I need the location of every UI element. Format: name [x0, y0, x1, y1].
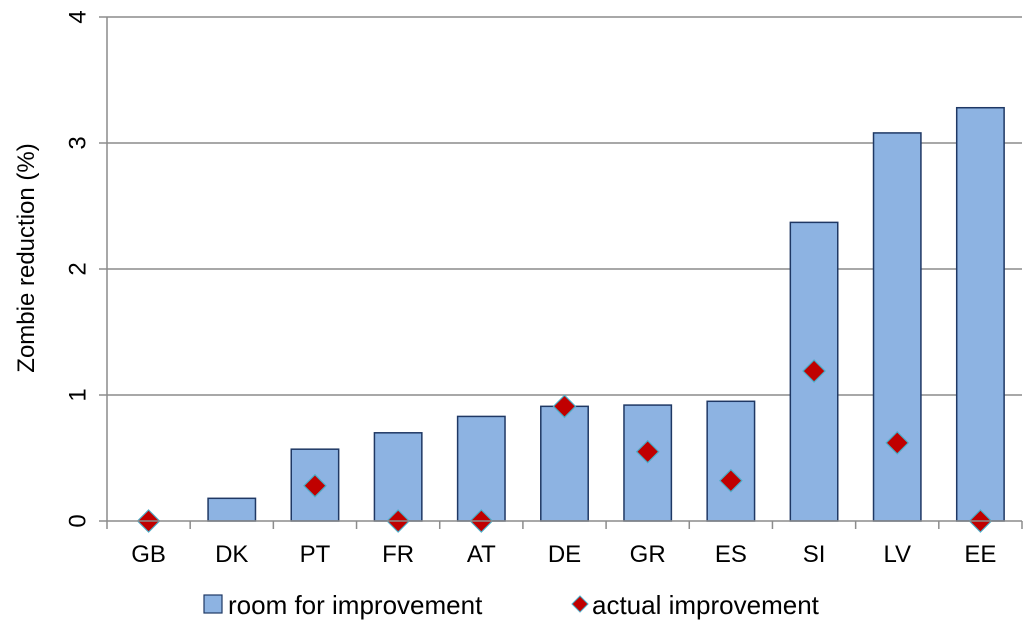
legend-label-room: room for improvement — [228, 590, 483, 620]
legend: room for improvement actual improvement — [203, 590, 820, 620]
bar-EE — [955, 106, 1005, 522]
bar-FR — [373, 432, 423, 522]
marker-SI — [802, 359, 826, 383]
y-tick-label: 4 — [65, 10, 92, 23]
marker-DE — [552, 394, 577, 419]
marker-LV — [885, 431, 910, 455]
x-tick-label-AT: AT — [467, 541, 496, 568]
y-tick-label: 0 — [65, 514, 92, 527]
marker-ES — [719, 468, 743, 493]
x-tick-label-GB: GB — [131, 541, 166, 568]
y-tick-label: 3 — [65, 136, 92, 149]
bar-series — [207, 106, 1005, 522]
x-tick-label-DE: DE — [548, 541, 581, 568]
marker-PT — [303, 473, 327, 498]
bar-SI — [789, 221, 839, 522]
y-tick-label: 2 — [65, 262, 92, 275]
bar-AT — [456, 415, 506, 522]
y-tick-labels: 0 1 2 3 4 — [65, 10, 92, 527]
x-tick-label-EE: EE — [964, 541, 996, 568]
bar-DK — [207, 497, 257, 522]
x-tick-label-LV: LV — [883, 541, 911, 568]
marker-series — [136, 359, 993, 533]
marker-GR — [635, 439, 660, 464]
legend-swatch-actual — [571, 595, 589, 613]
y-axis-title: Zombie reduction (%) — [13, 143, 40, 372]
bar-LV — [872, 132, 922, 522]
x-tick-labels: GB DK PT FR AT DE GR ES SI LV EE — [131, 541, 996, 568]
x-tick-label-ES: ES — [715, 541, 747, 568]
x-tick-label-PT: PT — [300, 541, 331, 568]
x-tick-label-SI: SI — [803, 541, 826, 568]
axes — [99, 16, 1023, 529]
legend-label-actual: actual improvement — [592, 590, 820, 620]
legend-swatch-room — [203, 594, 223, 614]
x-tick-label-FR: FR — [382, 541, 414, 568]
x-tick-label-GR: GR — [630, 541, 666, 568]
x-tick-label-DK: DK — [215, 541, 248, 568]
bar-DE — [540, 405, 589, 522]
bar-ES — [706, 400, 756, 522]
y-tick-label: 1 — [65, 388, 92, 401]
